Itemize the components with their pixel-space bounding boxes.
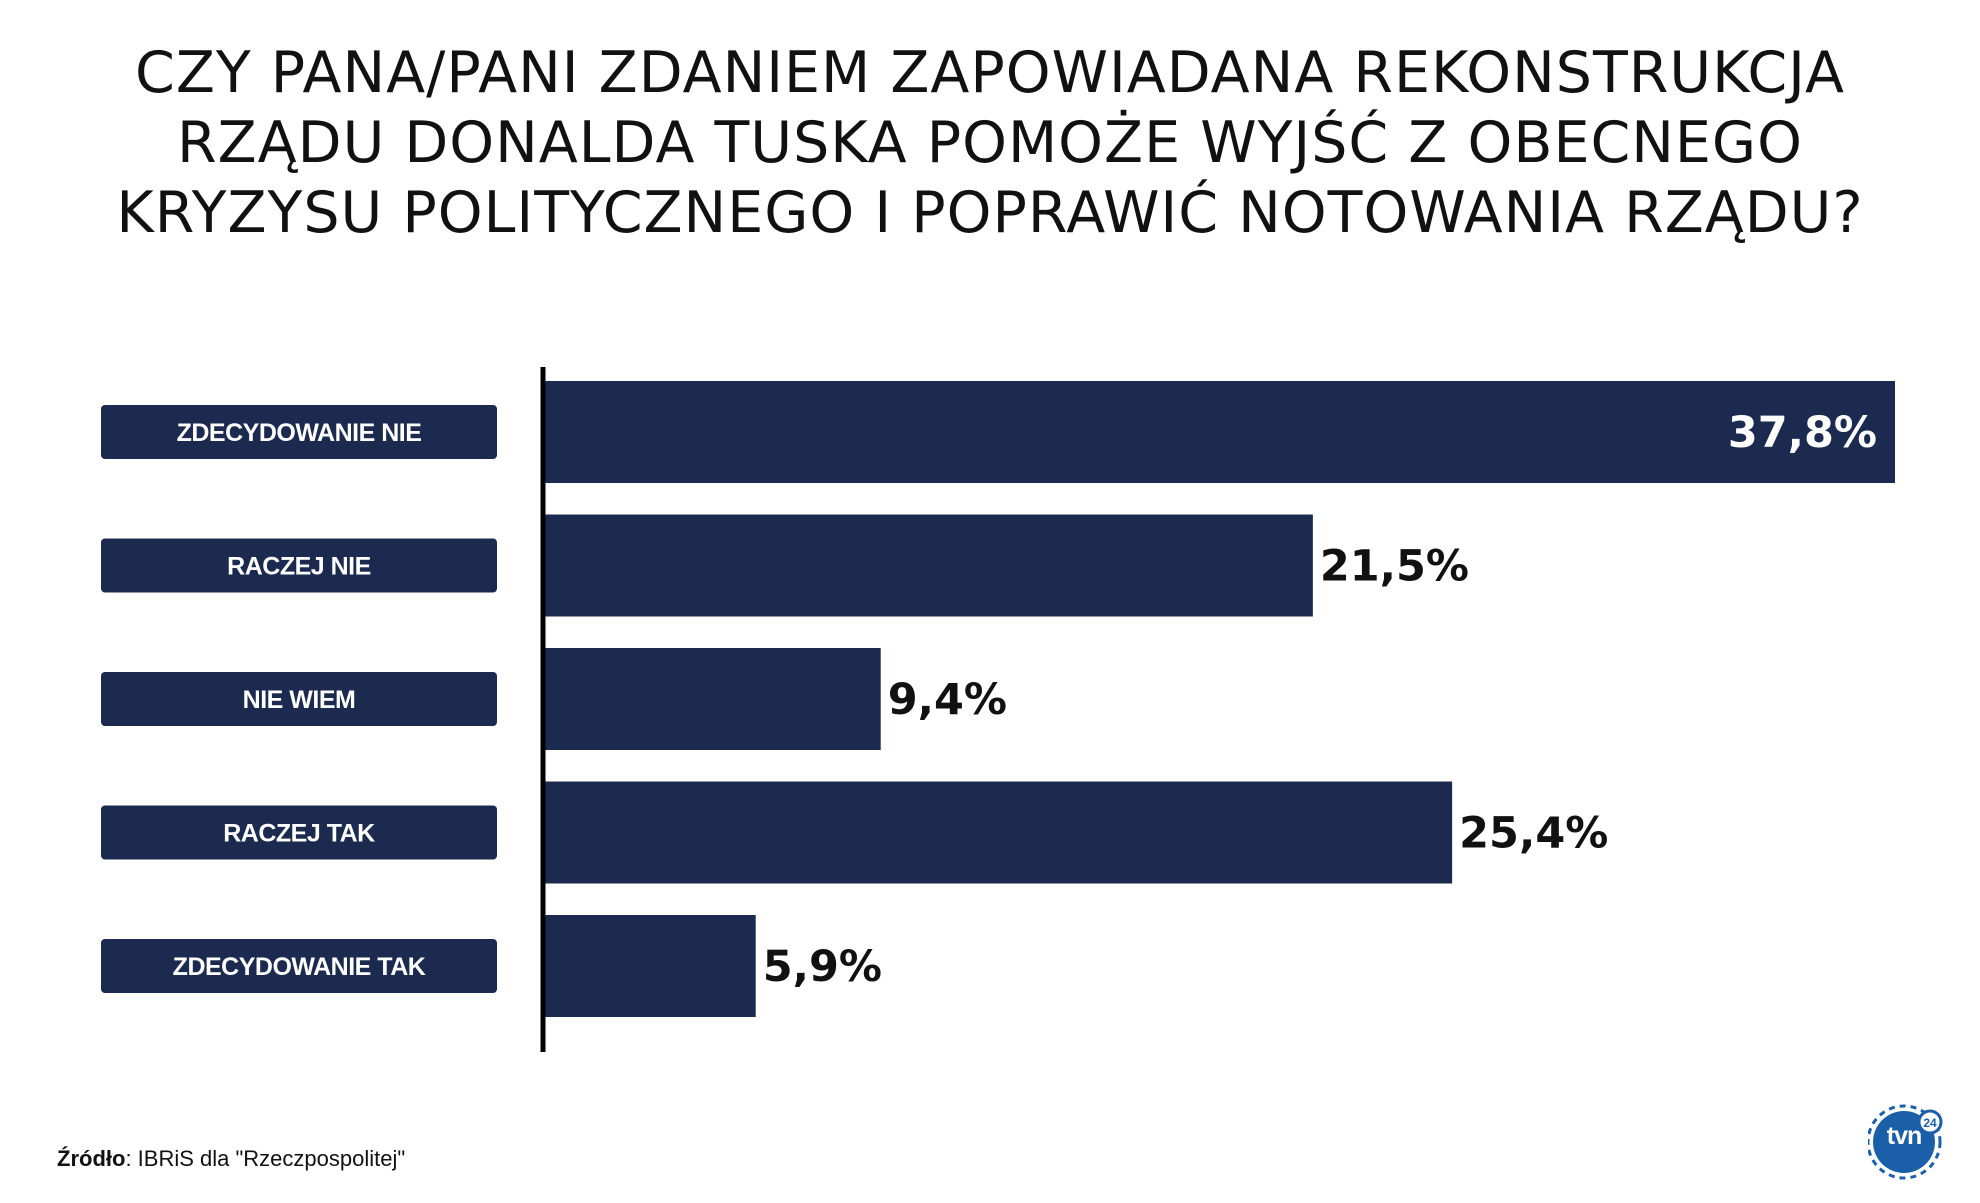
source-label: Źródło: [57, 1146, 126, 1171]
value-label: 37,8%: [1728, 408, 1877, 458]
value-label: 9,4%: [888, 675, 1007, 725]
category-label-box: [101, 672, 497, 726]
category-label-box: [101, 405, 497, 459]
category-label: ZDECYDOWANIE NIE: [177, 419, 422, 447]
category-label-box: [101, 805, 497, 860]
category-label-box: [101, 939, 497, 993]
tvn24-logo-icon: 24 tvn: [1866, 1100, 1948, 1180]
bar: [545, 915, 756, 1017]
category-label-box: [101, 538, 497, 593]
category-label: RACZEJ NIE: [227, 553, 371, 581]
category-labels: ZDECYDOWANIE NIE RACZEJ NIE NIE WIEM RACZEJ…: [101, 405, 497, 993]
bars: 37,8% 21,5% 9,4% 25,4% 5,9%: [545, 381, 1895, 1017]
title-line-2: RZĄDU DONALDA TUSKA POMOŻE WYJŚĆ Z OBECN…: [177, 110, 1803, 176]
bar-chart: ZDECYDOWANIE NIE RACZEJ NIE NIE WIEM RACZEJ…: [101, 367, 1895, 1052]
category-label: ZDECYDOWANIE TAK: [173, 953, 426, 981]
logo-text: tvn: [1886, 1122, 1923, 1150]
title-line-1: CZY PANA/PANI ZDANIEM ZAPOWIADANA REKONS…: [135, 40, 1845, 106]
bar: [545, 648, 881, 750]
source-note: Źródło: IBRiS dla "Rzeczpospolitej": [57, 1146, 405, 1172]
category-label: NIE WIEM: [243, 686, 356, 714]
value-label: 25,4%: [1459, 809, 1608, 859]
chart-title: CZY PANA/PANI ZDANIEM ZAPOWIADANA REKONS…: [0, 38, 1980, 248]
value-label: 5,9%: [763, 942, 882, 992]
value-label: 21,5%: [1320, 542, 1469, 592]
bar: [545, 381, 1895, 483]
title-line-3: KRYZYSU POLITYCZNEGO I POPRAWIĆ NOTOWANI…: [116, 180, 1864, 246]
source-text: : IBRiS dla "Rzeczpospolitej": [125, 1146, 406, 1171]
category-label: RACZEJ TAK: [223, 820, 375, 848]
bar: [545, 781, 1453, 884]
svg-text:24: 24: [1923, 1116, 1937, 1130]
logo-badge: 24: [1866, 1104, 1943, 1180]
bar: [545, 514, 1313, 617]
